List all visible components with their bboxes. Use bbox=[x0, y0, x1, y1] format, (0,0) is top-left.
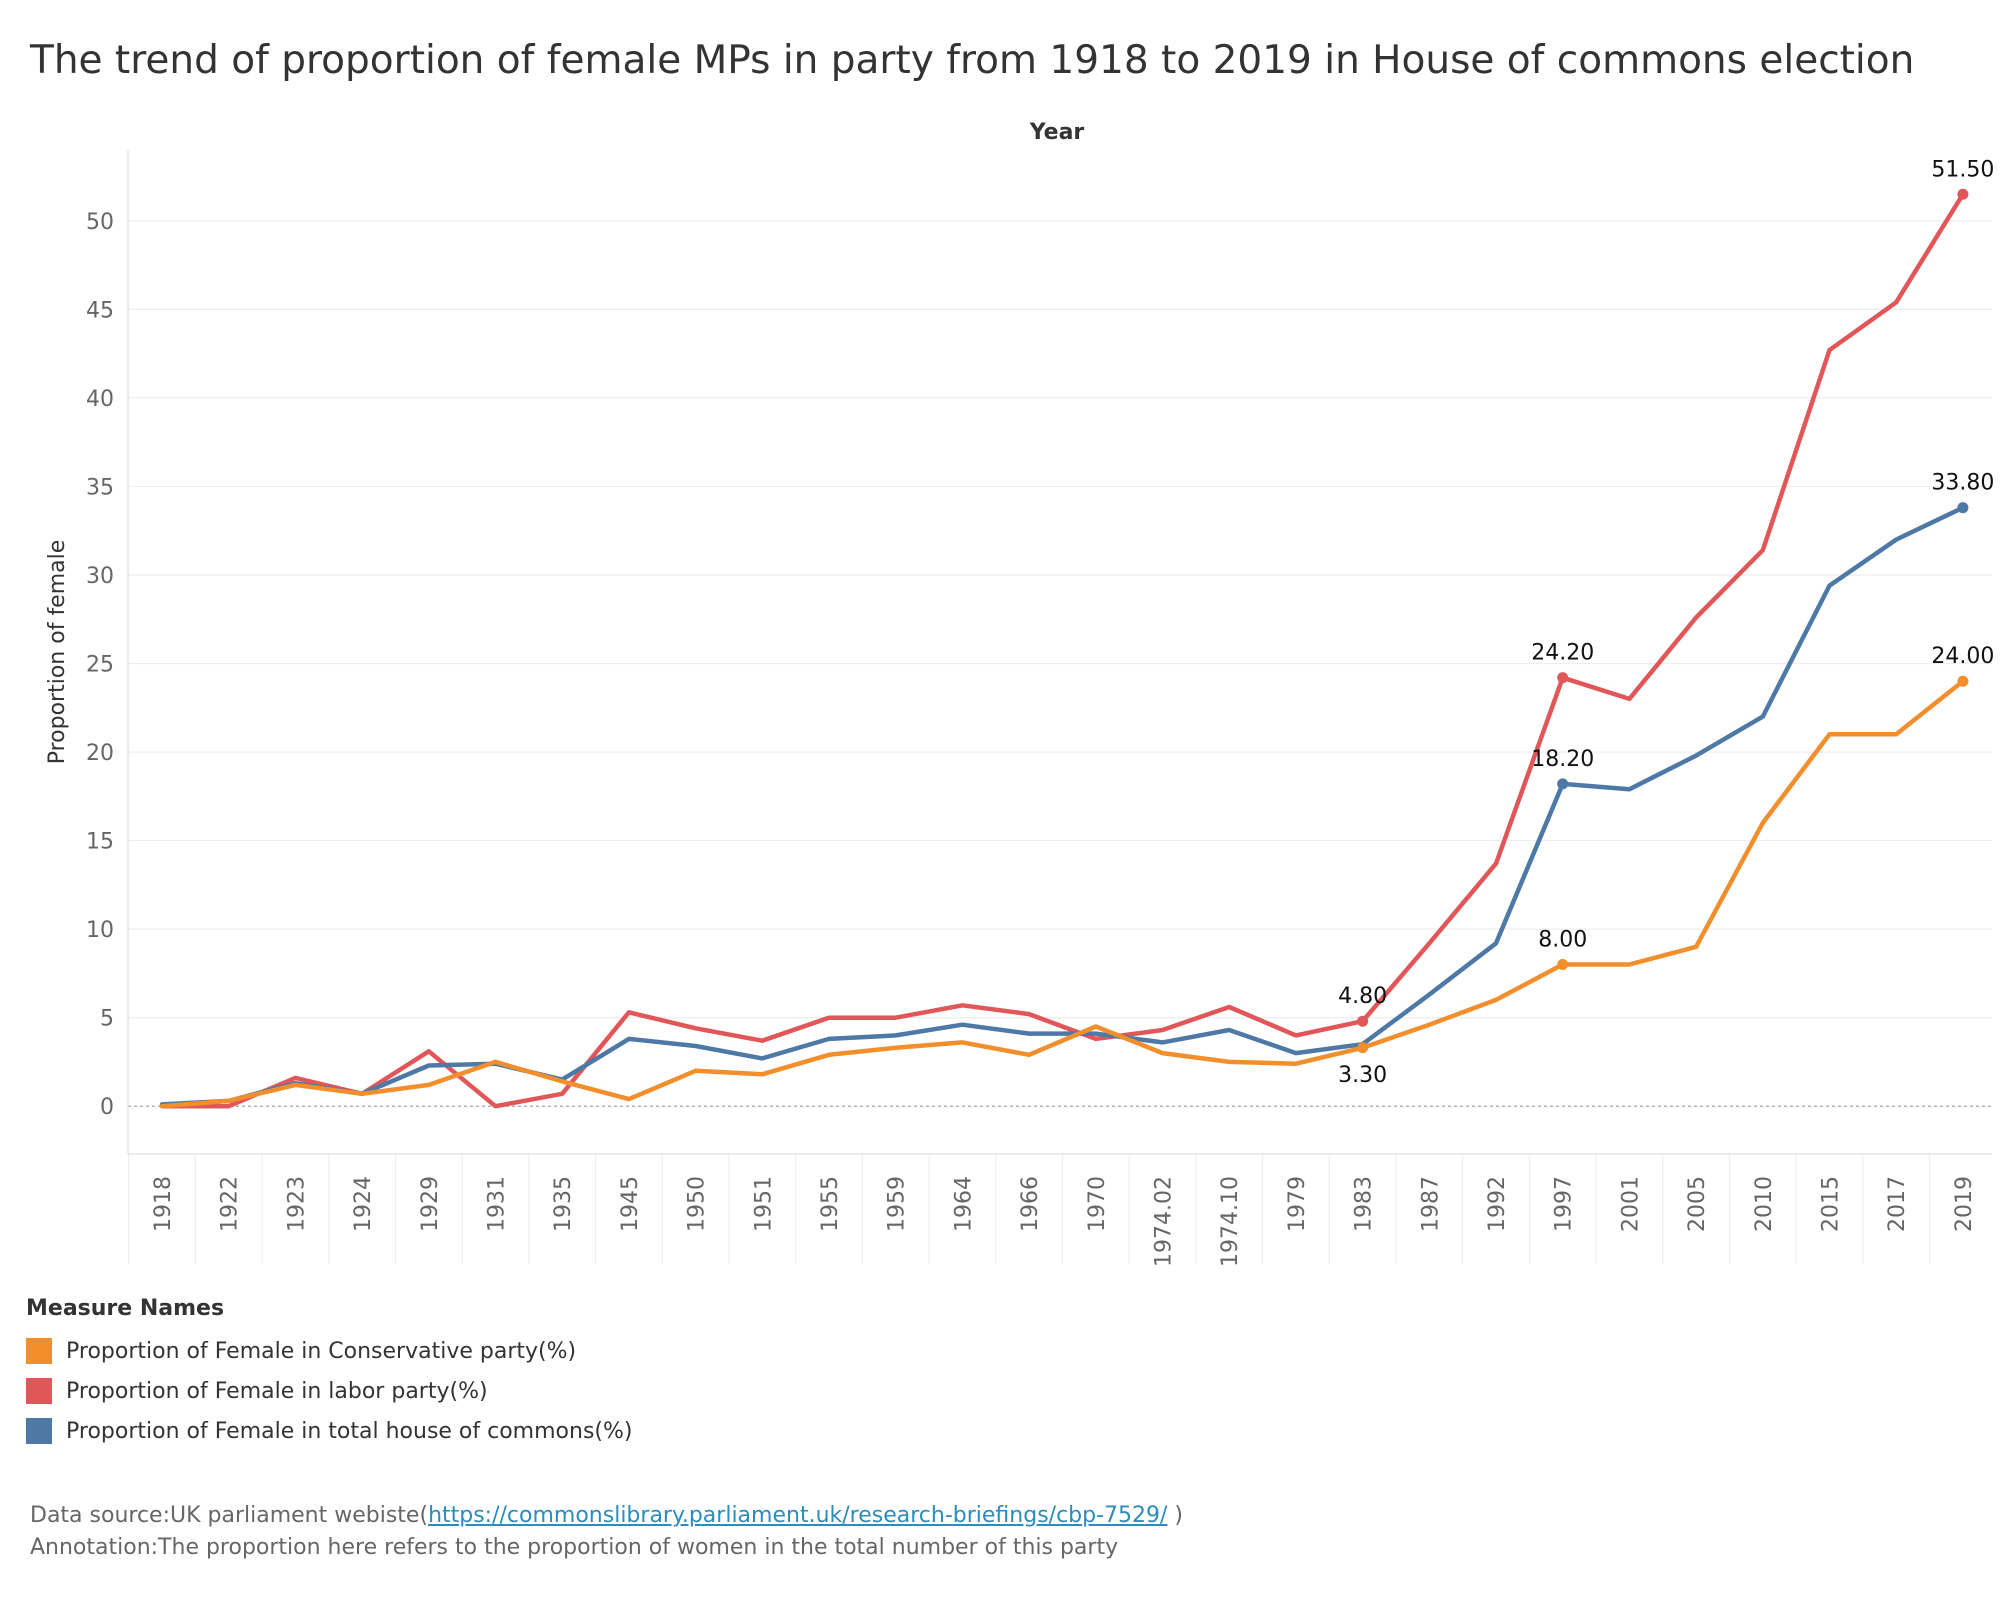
y-tick-label: 50 bbox=[86, 210, 114, 235]
y-tick-label: 5 bbox=[100, 1007, 114, 1032]
x-tick-label: 1970 bbox=[1085, 1176, 1110, 1232]
x-tick-label: 1955 bbox=[818, 1176, 843, 1232]
data-label: 3.30 bbox=[1338, 1063, 1387, 1088]
x-tick-label: 2019 bbox=[1952, 1176, 1977, 1232]
x-tick-label: 2010 bbox=[1752, 1176, 1777, 1232]
axes: 0 5 10 15 20 25 30 35 40 45 50 1918 1922 1923 1924 1929… bbox=[86, 150, 1992, 1267]
data-point-marker bbox=[1957, 675, 1969, 687]
x-tick-label: 1922 bbox=[218, 1176, 243, 1232]
y-tick-label: 40 bbox=[86, 387, 114, 412]
series-line-2 bbox=[159, 678, 1966, 1109]
x-tick-label: 1945 bbox=[618, 1176, 643, 1232]
data-label: 24.00 bbox=[1931, 644, 1994, 669]
x-tick-label: 1992 bbox=[1485, 1176, 1510, 1232]
x-tick-label: 1931 bbox=[485, 1176, 510, 1232]
data-label: 8.00 bbox=[1538, 928, 1587, 953]
legend-item-total[interactable]: Proportion of Female in total house of c… bbox=[26, 1411, 632, 1451]
y-tick-label: 0 bbox=[100, 1095, 114, 1120]
gridlines bbox=[128, 220, 1992, 1264]
legend-title: Measure Names bbox=[26, 1296, 225, 1321]
x-tick-label: 1935 bbox=[551, 1176, 576, 1232]
data-label: 24.20 bbox=[1531, 641, 1594, 666]
legend-item-labor[interactable]: Proportion of Female in labor party(%) bbox=[26, 1371, 632, 1411]
y-tick-label: 10 bbox=[86, 918, 114, 943]
series-line-0 bbox=[159, 192, 1966, 1109]
x-tick-label: 1950 bbox=[685, 1176, 710, 1232]
x-tick-label: 1966 bbox=[1018, 1176, 1043, 1232]
x-tick-label: 1974.02 bbox=[1152, 1176, 1177, 1267]
x-tick-label: 1951 bbox=[751, 1176, 776, 1232]
data-point-marker bbox=[1957, 188, 1969, 200]
x-tick-label: 1987 bbox=[1418, 1176, 1443, 1232]
data-label: 51.50 bbox=[1931, 157, 1994, 182]
data-label: 33.80 bbox=[1931, 471, 1994, 496]
footer: Data source:UK parliament webiste(https:… bbox=[30, 1500, 1183, 1564]
x-tick-label: 1918 bbox=[151, 1176, 176, 1232]
y-tick-label: 45 bbox=[86, 298, 114, 323]
legend: Measure Names Proportion of Female in Co… bbox=[26, 1296, 632, 1451]
x-tick-label: 2015 bbox=[1819, 1176, 1844, 1232]
legend-swatch-labor bbox=[26, 1378, 52, 1404]
x-tick-label: 2005 bbox=[1685, 1176, 1710, 1232]
x-tick-label: 1979 bbox=[1285, 1176, 1310, 1232]
x-tick-label: 1974.10 bbox=[1218, 1176, 1243, 1267]
x-tick-label: 1997 bbox=[1552, 1176, 1577, 1232]
x-tick-label: 1924 bbox=[351, 1176, 376, 1232]
legend-label-total: Proportion of Female in total house of c… bbox=[66, 1418, 633, 1444]
x-tick-label: 1964 bbox=[951, 1176, 976, 1232]
series-lines bbox=[159, 188, 1969, 1109]
data-source-suffix: ) bbox=[1167, 1503, 1184, 1528]
legend-label-labor: Proportion of Female in labor party(%) bbox=[66, 1378, 488, 1404]
x-tick-label: 1923 bbox=[284, 1176, 309, 1232]
x-tick-label: 1959 bbox=[885, 1176, 910, 1232]
x-tick-label: 1983 bbox=[1352, 1176, 1377, 1232]
data-point-marker bbox=[1557, 778, 1569, 790]
legend-swatch-conservative bbox=[26, 1338, 52, 1364]
y-tick-label: 15 bbox=[86, 830, 114, 855]
series-line-1 bbox=[159, 505, 1966, 1107]
x-tick-label: 2017 bbox=[1885, 1176, 1910, 1232]
legend-swatch-total bbox=[26, 1418, 52, 1444]
data-point-marker bbox=[1557, 672, 1569, 684]
line-chart: Year Proportion of female 0 5 10 15 20 25 30 35… bbox=[45, 120, 1994, 1267]
data-point-marker bbox=[1357, 1015, 1369, 1027]
y-tick-label: 30 bbox=[86, 564, 114, 589]
y-tick-label: 20 bbox=[86, 741, 114, 766]
data-source-line: Data source:UK parliament webiste(https:… bbox=[30, 1500, 1183, 1532]
annotation-note: Annotation:The proportion here refers to… bbox=[30, 1535, 1119, 1560]
data-label: 4.80 bbox=[1338, 984, 1387, 1009]
legend-label-conservative: Proportion of Female in Conservative par… bbox=[66, 1338, 577, 1364]
data-labels: 4.80 24.20 51.50 18.20 33.80 3.30 8.00 24.00 bbox=[1338, 157, 1994, 1087]
legend-item-conservative[interactable]: Proportion of Female in Conservative par… bbox=[26, 1331, 632, 1371]
data-label: 18.20 bbox=[1531, 747, 1594, 772]
y-tick-label: 35 bbox=[86, 475, 114, 500]
data-point-marker bbox=[1357, 1042, 1369, 1054]
chart-title: The trend of proportion of female MPs in… bbox=[30, 38, 1915, 83]
data-point-marker bbox=[1957, 502, 1969, 514]
data-source-link[interactable]: https://commonslibrary.parliament.uk/res… bbox=[428, 1503, 1168, 1528]
x-tick-label: 2001 bbox=[1618, 1176, 1643, 1232]
data-source-prefix: Data source:UK parliament webiste( bbox=[30, 1503, 429, 1528]
y-tick-label: 25 bbox=[86, 653, 114, 678]
x-tick-label: 1929 bbox=[418, 1176, 443, 1232]
x-axis-title: Year bbox=[1029, 120, 1085, 145]
y-axis-title: Proportion of female bbox=[45, 540, 70, 765]
data-point-marker bbox=[1557, 959, 1569, 971]
